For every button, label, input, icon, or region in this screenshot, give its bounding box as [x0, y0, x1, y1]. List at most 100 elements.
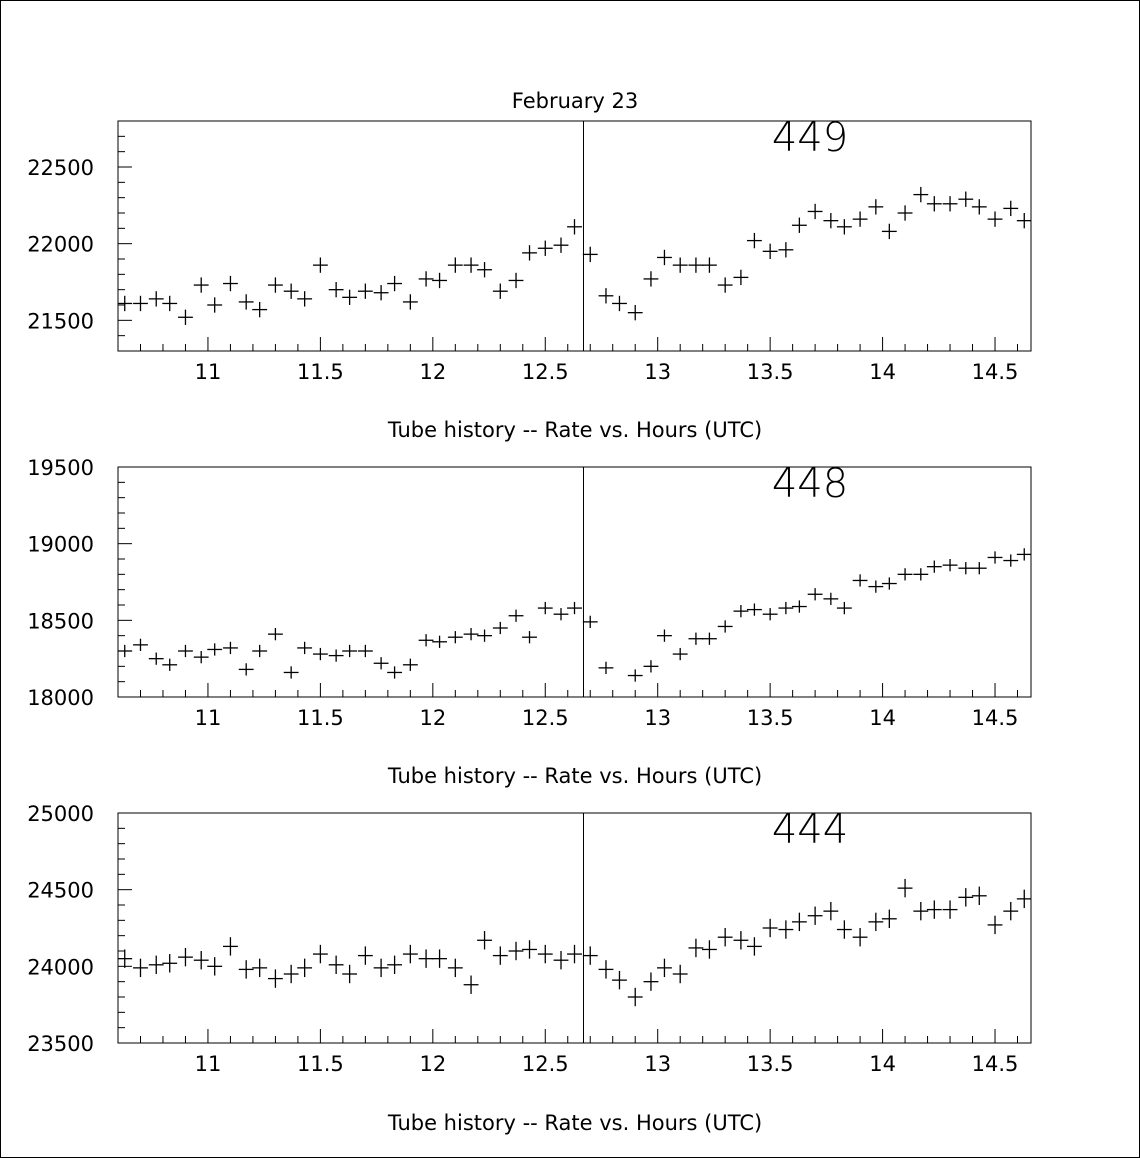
x-tick-label: 12.5 [522, 706, 569, 730]
data-point [537, 601, 553, 615]
data-point [297, 641, 313, 655]
x-tick-label: 11.5 [297, 360, 344, 384]
data-point [852, 211, 868, 227]
data-point [283, 964, 299, 984]
data-point [852, 574, 868, 587]
data-point [207, 643, 223, 656]
data-point [252, 301, 268, 318]
data-point [267, 969, 283, 988]
data-point [328, 282, 344, 298]
data-point [118, 949, 133, 968]
plot-frame [117, 812, 1032, 1044]
data-point [702, 257, 717, 273]
data-point [477, 262, 492, 278]
data-point [926, 196, 942, 212]
data-point [162, 658, 178, 671]
data-point [418, 949, 434, 968]
panel-449: 21500 22000 22500 11 11.5 12 12.5 13 13.5 14 14.5 4… [27, 115, 1032, 442]
data-point [733, 269, 749, 286]
panel-448: 18000 18500 19000 19500 11 11.5 12 12.5 13 13.5 14… [27, 456, 1032, 788]
tube-id-label: 449 [772, 115, 848, 161]
x-tick-label: 13.5 [747, 706, 794, 730]
chart-panels: 21500 22000 22500 11 11.5 12 12.5 13 13.5 14 14.5 4… [27, 115, 1032, 1135]
x-tick-label: 11 [195, 1052, 222, 1076]
data-point [342, 964, 358, 984]
data-point [971, 199, 987, 215]
x-tick-label: 12 [419, 706, 446, 730]
x-tick-label: 14 [869, 1052, 896, 1076]
data-point [598, 960, 614, 979]
data-point [223, 641, 238, 655]
data-point [746, 232, 762, 249]
data-point [297, 291, 313, 307]
data-point [612, 970, 627, 990]
x-axis-title: Tube history -- Rate vs. Hours (UTC) [387, 764, 762, 788]
data-point [373, 657, 389, 670]
data-point [193, 651, 209, 664]
data-point [942, 900, 958, 919]
data-point [582, 946, 598, 965]
data-point [402, 294, 418, 310]
data-point [553, 237, 569, 253]
data-point [1003, 901, 1019, 921]
data-point [178, 644, 193, 658]
data-point [522, 940, 537, 959]
x-tick-label: 12.5 [522, 1052, 569, 1076]
data-point [717, 277, 733, 293]
y-tick-label: 22500 [27, 156, 94, 180]
data-point [823, 592, 839, 605]
data-point [492, 283, 508, 299]
plot-frame [117, 120, 1032, 352]
data-point [717, 620, 733, 633]
data-point [207, 957, 223, 976]
data-point [223, 275, 238, 292]
data-point [193, 951, 209, 970]
data-point [567, 601, 582, 615]
data-point [567, 219, 582, 235]
data-point [223, 937, 238, 956]
y-tick-label: 21500 [27, 309, 94, 333]
x-tick-label: 13 [644, 706, 671, 730]
x-tick-label: 11.5 [297, 706, 344, 730]
data-point [582, 615, 598, 628]
panel-444: 23500 24000 24500 25000 11 11.5 12 12.5 13 13.5 14… [27, 802, 1032, 1135]
data-point [657, 249, 672, 266]
data-point [432, 272, 447, 289]
data-point [418, 271, 434, 287]
data-point [342, 644, 358, 658]
data-point [702, 632, 717, 645]
data-point [1003, 554, 1019, 567]
y-tick-label: 18500 [27, 609, 94, 633]
data-point [238, 960, 254, 979]
data-point [328, 649, 344, 662]
data-point [267, 628, 283, 641]
data-point [762, 608, 778, 621]
data-point [881, 223, 897, 240]
data-point [913, 901, 929, 921]
data-point [688, 257, 704, 273]
data-point [297, 958, 313, 978]
data-point [148, 955, 164, 974]
data-point [643, 271, 659, 287]
data-point [926, 560, 942, 573]
data-point [402, 944, 418, 964]
data-point [657, 958, 672, 978]
x-axis-title: Tube history -- Rate vs. Hours (UTC) [387, 1111, 762, 1135]
x-tick-label: 11.5 [297, 1052, 344, 1076]
data-point [537, 944, 553, 964]
data-point [522, 245, 537, 261]
data-point [868, 580, 884, 593]
data-point [807, 203, 823, 220]
tube-id-label: 448 [772, 461, 848, 507]
data-point [971, 562, 987, 575]
y-tick-label: 18000 [27, 686, 94, 710]
x-tick-label: 11 [195, 706, 222, 730]
data-point [643, 972, 659, 991]
data-point [688, 632, 704, 645]
data-point [553, 608, 569, 621]
data-point [672, 647, 688, 661]
x-tick-label: 13 [644, 360, 671, 384]
data-point [746, 937, 762, 956]
data-point [746, 603, 762, 616]
